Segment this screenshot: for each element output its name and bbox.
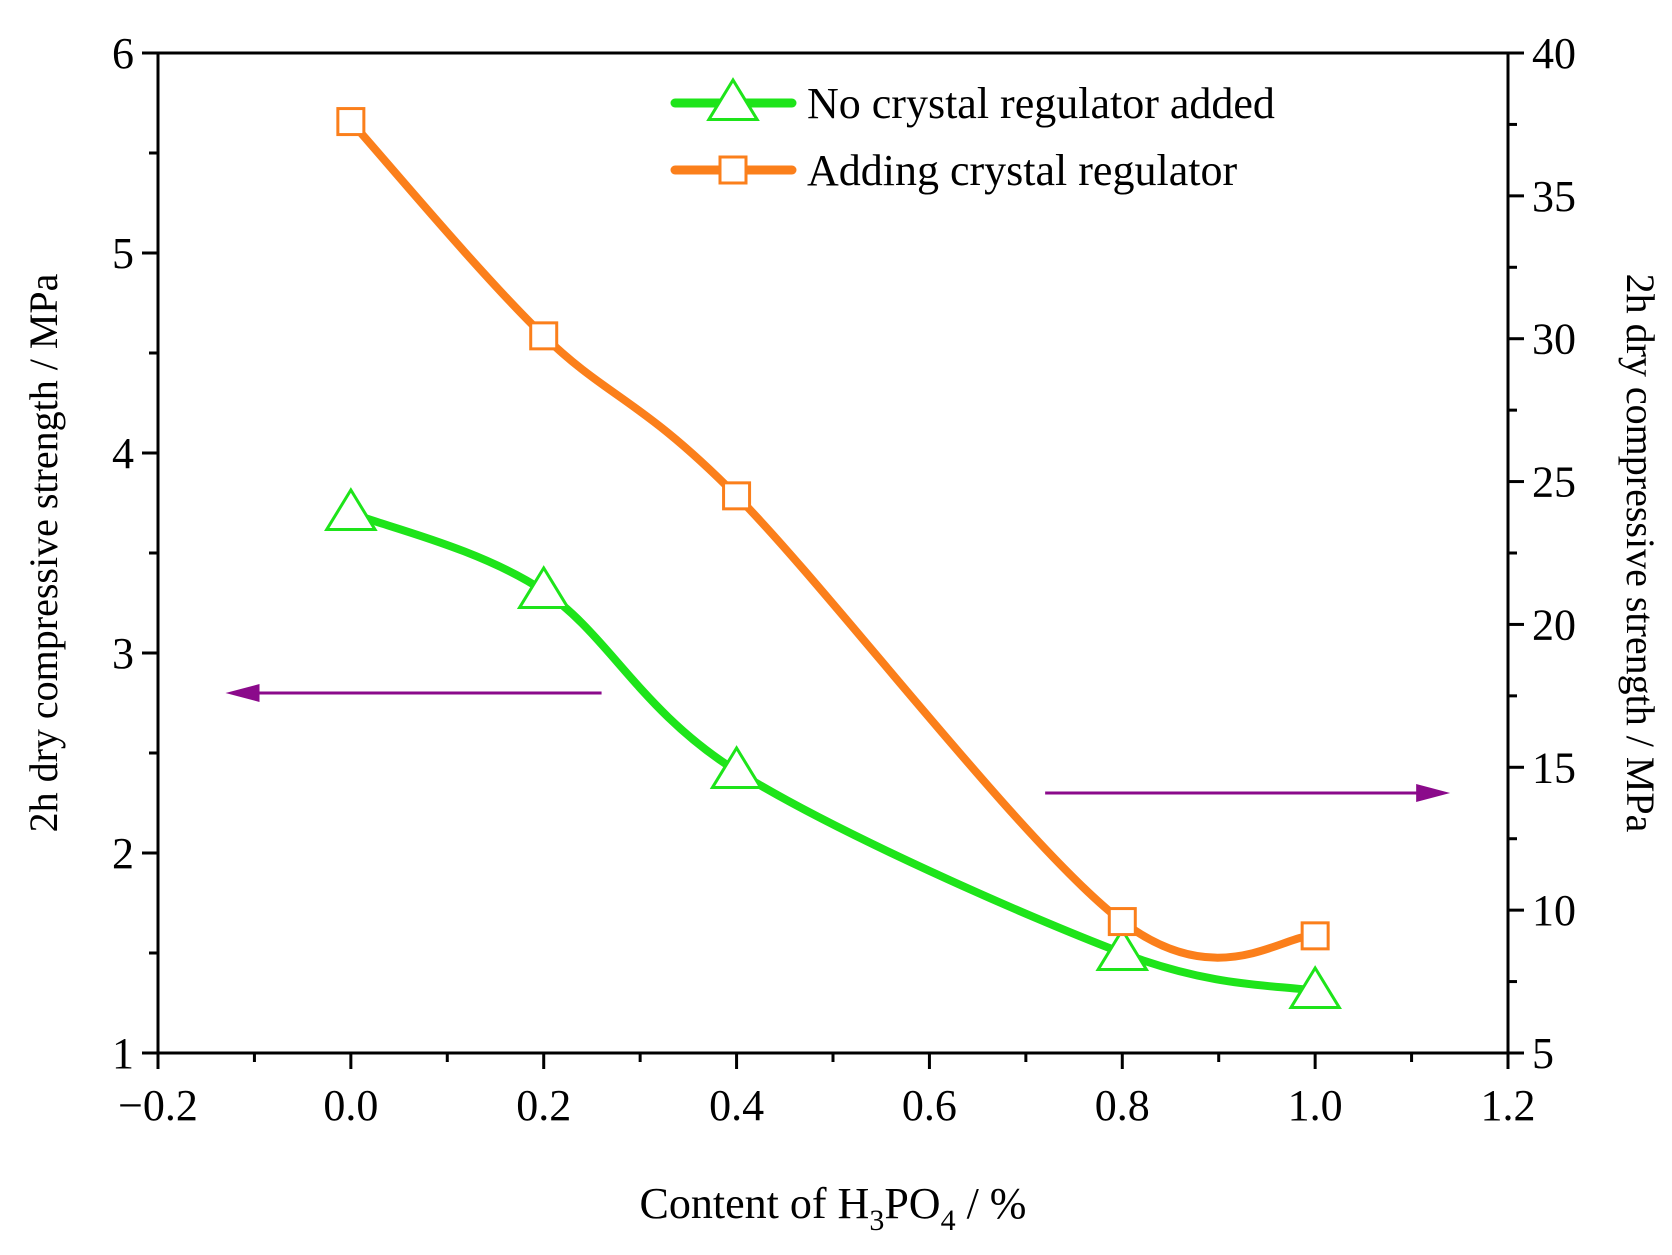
data-point-with-regulator [1107, 907, 1137, 937]
data-point-with-regulator [1300, 921, 1330, 951]
y-right-tick-label: 25 [1532, 458, 1576, 507]
axes-layer: −0.2 0.0 0.2 0.4 0.6 0.8 1.0 1.2 1 2 3 4 5 6 5 10 15 20 25… [112, 29, 1576, 1130]
y-left-tick-label: 1 [112, 1029, 134, 1078]
legend-marker-with-regulator [718, 155, 748, 185]
left-axis-arrow-head [225, 684, 260, 702]
data-point-no-regulator [324, 487, 378, 532]
x-axis-label-prefix: Content of H [640, 1179, 870, 1228]
legend-marker-no-regulator [706, 77, 760, 122]
y-left-tick-label: 2 [112, 829, 134, 878]
x-axis-label-sub-1: 3 [869, 1204, 884, 1237]
data-point-no-regulator [1095, 927, 1150, 972]
data-point-no-regulator [516, 565, 571, 610]
x-tick-label: 0.4 [709, 1081, 764, 1130]
data-point-no-regulator [709, 745, 764, 790]
y-right-tick-label: 35 [1532, 172, 1576, 221]
plot-layer [225, 107, 1451, 1010]
data-point-with-regulator [336, 107, 366, 137]
y-axis-right-label: 2h dry compressive strength / MPa [1618, 274, 1663, 833]
y-right-tick-label: 10 [1532, 886, 1576, 935]
x-axis-label-suffix: / % [956, 1179, 1027, 1228]
y-left-tick-label: 6 [112, 29, 134, 78]
legend: No crystal regulator added Adding crystal… [670, 77, 1275, 195]
y-left-tick-label: 4 [112, 429, 134, 478]
x-axis-label-mid: PO [884, 1179, 940, 1228]
series-line-with-regulator [346, 117, 1320, 962]
x-tick-label: 0.0 [323, 1081, 378, 1130]
y-axis-left-label: 2h dry compressive strength / MPa [21, 273, 66, 832]
y-right-tick-label: 5 [1532, 1029, 1554, 1078]
x-tick-label: 1.2 [1481, 1081, 1536, 1130]
x-tick-label: −0.2 [118, 1081, 198, 1130]
y-left-tick-label: 3 [112, 629, 134, 678]
legend-label-with-regulator: Adding crystal regulator [807, 146, 1237, 195]
x-tick-label: 0.6 [902, 1081, 957, 1130]
x-tick-label: 0.8 [1095, 1081, 1150, 1130]
data-point-no-regulator [1288, 965, 1342, 1010]
x-axis-label-sub-2: 4 [941, 1204, 956, 1237]
y-right-tick-label: 20 [1532, 600, 1576, 649]
y-right-tick-label: 15 [1532, 743, 1576, 792]
x-axis-label: Content of H3PO4 / % [640, 1179, 1027, 1237]
y-right-tick-label: 40 [1532, 29, 1576, 78]
x-tick-label: 0.2 [516, 1081, 571, 1130]
right-axis-arrow-head [1416, 784, 1451, 802]
data-point-with-regulator [529, 321, 559, 351]
data-point-with-regulator [722, 481, 752, 511]
y-right-tick-label: 30 [1532, 315, 1576, 364]
y-left-tick-label: 5 [112, 229, 134, 278]
x-tick-label: 1.0 [1288, 1081, 1343, 1130]
legend-label-no-regulator: No crystal regulator added [807, 79, 1275, 128]
